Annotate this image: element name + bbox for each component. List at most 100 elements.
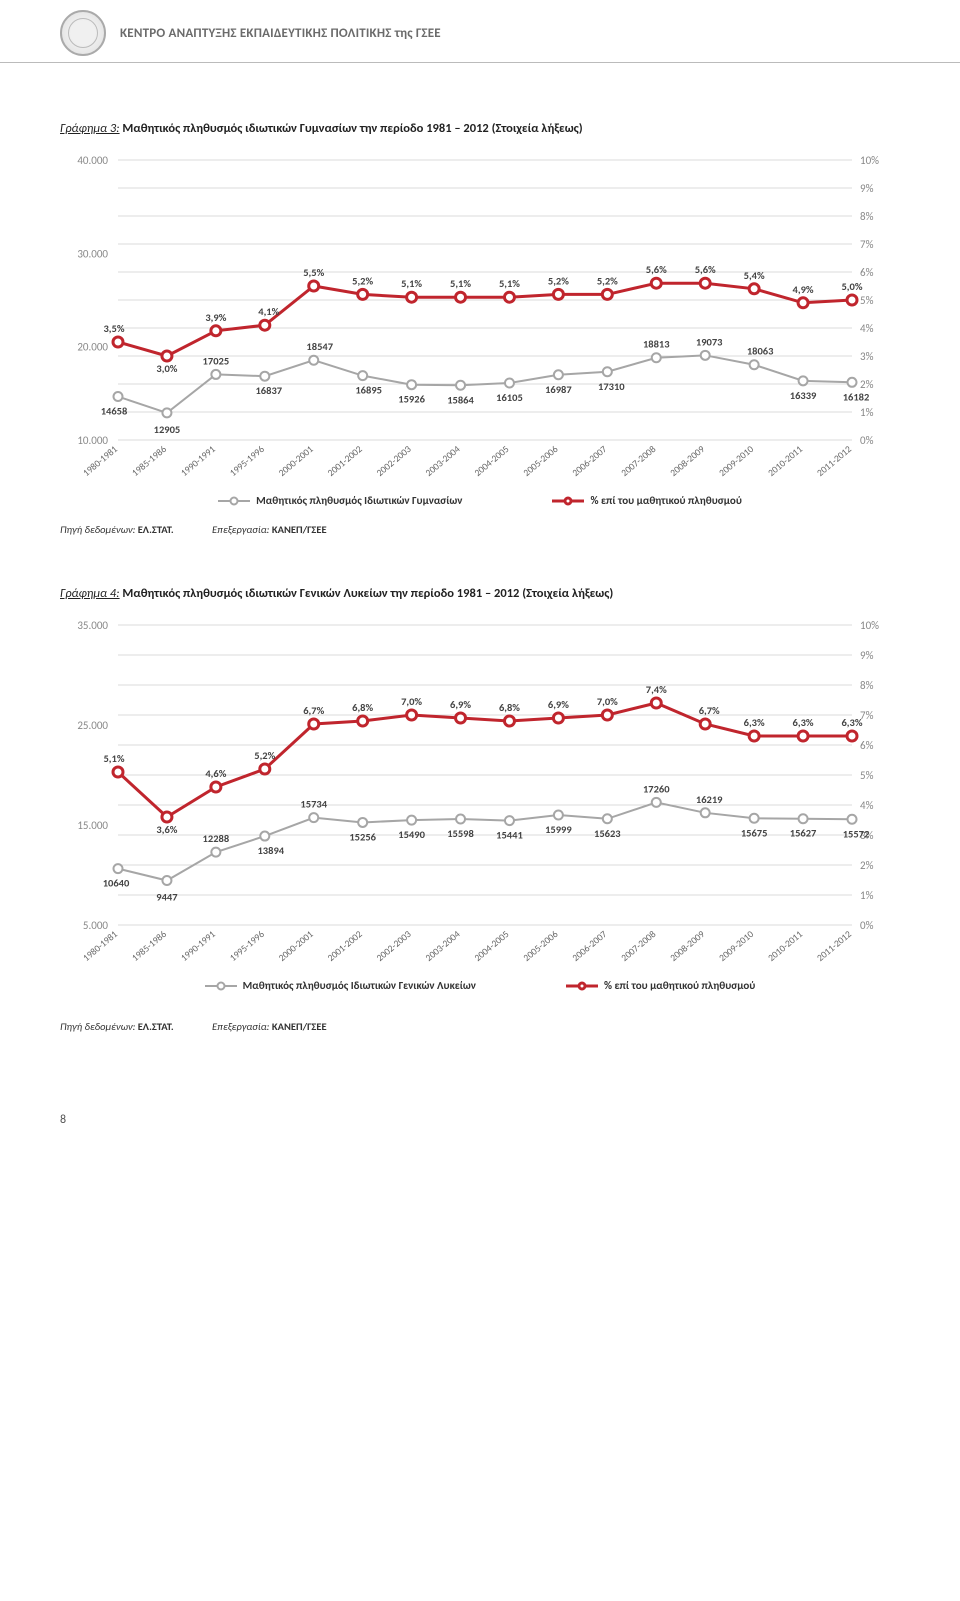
svg-text:2005-2006: 2005-2006 — [521, 928, 561, 964]
svg-text:2008-2009: 2008-2009 — [668, 928, 708, 964]
svg-text:6,9%: 6,9% — [450, 698, 471, 711]
svg-text:4,9%: 4,9% — [793, 283, 814, 296]
svg-text:10640: 10640 — [103, 877, 130, 890]
svg-text:2003-2004: 2003-2004 — [423, 443, 463, 479]
svg-text:15864: 15864 — [447, 393, 474, 406]
svg-text:2007-2008: 2007-2008 — [619, 443, 659, 479]
svg-text:15256: 15256 — [349, 830, 376, 843]
svg-text:6,9%: 6,9% — [548, 698, 569, 711]
svg-text:5%: 5% — [860, 769, 874, 782]
svg-text:2011-2012: 2011-2012 — [814, 443, 854, 479]
svg-text:2001-2002: 2001-2002 — [325, 443, 365, 479]
svg-text:6,8%: 6,8% — [352, 701, 373, 714]
page-number: 8 — [0, 1073, 960, 1147]
chart3-source-val-b: ΚΑΝΕΠ/ΓΣΕΕ — [272, 523, 327, 536]
chart4-caption-lead: Γράφημα 4: — [60, 586, 120, 601]
svg-text:15.000: 15.000 — [77, 819, 108, 832]
chart4-source-val-a: ΕΛ.ΣΤΑΤ. — [138, 1020, 174, 1033]
svg-text:15598: 15598 — [447, 827, 474, 840]
svg-text:30.000: 30.000 — [77, 247, 108, 260]
svg-text:17025: 17025 — [203, 354, 230, 367]
chart4-svg: 0%1%2%3%4%5%6%7%8%9%10%5.00015.00025.000… — [60, 615, 900, 975]
org-logo-icon — [60, 10, 106, 56]
svg-text:2006-2007: 2006-2007 — [570, 928, 610, 964]
chart3-caption-lead: Γράφημα 3: — [60, 121, 120, 136]
svg-text:17260: 17260 — [643, 782, 670, 795]
svg-text:5,2%: 5,2% — [254, 749, 275, 762]
svg-text:15627: 15627 — [790, 827, 817, 840]
svg-text:1980-1981: 1980-1981 — [80, 443, 120, 479]
chart4-container: 0%1%2%3%4%5%6%7%8%9%10%5.00015.00025.000… — [60, 615, 900, 992]
svg-text:0%: 0% — [860, 434, 874, 447]
svg-text:1%: 1% — [860, 406, 874, 419]
svg-text:15441: 15441 — [496, 829, 523, 842]
svg-text:9%: 9% — [860, 649, 874, 662]
chart4-legend: Μαθητικός πληθυσμός Ιδιωτικών Γενικών Λυ… — [60, 979, 900, 992]
svg-text:15999: 15999 — [545, 823, 572, 836]
svg-text:3,5%: 3,5% — [103, 322, 124, 335]
svg-text:18063: 18063 — [747, 345, 774, 358]
svg-text:5,6%: 5,6% — [646, 263, 667, 276]
svg-text:3,6%: 3,6% — [156, 823, 177, 836]
svg-text:5,5%: 5,5% — [303, 266, 324, 279]
svg-text:6,3%: 6,3% — [744, 716, 765, 729]
svg-text:8%: 8% — [860, 679, 874, 692]
svg-text:2000-2001: 2000-2001 — [276, 928, 316, 964]
svg-text:18813: 18813 — [643, 338, 670, 351]
chart3-caption-rest: Μαθητικός πληθυσμός ιδιωτικών Γυμνασίων … — [120, 121, 583, 136]
svg-text:7,4%: 7,4% — [646, 683, 667, 696]
svg-text:5,0%: 5,0% — [841, 280, 862, 293]
svg-text:2004-2005: 2004-2005 — [472, 928, 512, 964]
svg-text:5,6%: 5,6% — [695, 263, 716, 276]
chart4-legend-pct: % επί του μαθητικού πληθυσμού — [566, 979, 755, 992]
svg-text:2005-2006: 2005-2006 — [521, 443, 561, 479]
svg-text:2009-2010: 2009-2010 — [717, 443, 757, 479]
chart3-svg: 0%1%2%3%4%5%6%7%8%9%10%10.00020.00030.00… — [60, 150, 900, 490]
chart4-source-label-b: Επεξεργασία: — [212, 1020, 269, 1033]
svg-text:2003-2004: 2003-2004 — [423, 928, 463, 964]
svg-text:40.000: 40.000 — [77, 154, 108, 167]
svg-text:5.000: 5.000 — [83, 919, 109, 932]
svg-text:7,0%: 7,0% — [597, 695, 618, 708]
svg-text:16837: 16837 — [255, 384, 282, 397]
page-content: Γράφημα 3: Μαθητικός πληθυσμός ιδιωτικών… — [0, 63, 960, 1073]
svg-text:2%: 2% — [860, 859, 874, 872]
svg-text:6,3%: 6,3% — [793, 716, 814, 729]
svg-text:3,9%: 3,9% — [205, 311, 226, 324]
svg-text:5,1%: 5,1% — [103, 752, 124, 765]
chart4-legend-pct-label: % επί του μαθητικού πληθυσμού — [604, 979, 755, 992]
chart3-caption: Γράφημα 3: Μαθητικός πληθυσμός ιδιωτικών… — [60, 121, 900, 136]
chart4-source-label-a: Πηγή δεδομένων: — [60, 1020, 135, 1033]
svg-text:16105: 16105 — [496, 391, 523, 404]
svg-text:15734: 15734 — [300, 798, 327, 811]
chart3-legend-pct: % επί του μαθητικού πληθυσμού — [552, 494, 741, 507]
svg-text:5,1%: 5,1% — [499, 277, 520, 290]
svg-text:15572: 15572 — [843, 827, 870, 840]
svg-text:1990-1991: 1990-1991 — [178, 443, 218, 479]
svg-text:16987: 16987 — [545, 383, 572, 396]
svg-text:16895: 16895 — [355, 384, 382, 397]
svg-text:5,4%: 5,4% — [744, 269, 765, 282]
svg-text:1985-1986: 1985-1986 — [129, 928, 169, 964]
chart4-caption: Γράφημα 4: Μαθητικός πληθυσμός ιδιωτικών… — [60, 586, 900, 601]
svg-text:9%: 9% — [860, 182, 874, 195]
svg-text:2004-2005: 2004-2005 — [472, 443, 512, 479]
svg-text:13894: 13894 — [257, 844, 284, 857]
svg-text:2010-2011: 2010-2011 — [766, 443, 806, 479]
chart3-legend-pop: Μαθητικός πληθυσμός Ιδιωτικών Γυμνασίων — [218, 494, 462, 507]
svg-text:12905: 12905 — [154, 423, 181, 436]
chart4-caption-rest: Μαθητικός πληθυσμός ιδιωτικών Γενικών Λυ… — [120, 586, 614, 601]
svg-text:5,2%: 5,2% — [548, 274, 569, 287]
svg-text:10%: 10% — [860, 154, 879, 167]
chart4-source-val-b: ΚΑΝΕΠ/ΓΣΕΕ — [272, 1020, 327, 1033]
svg-text:1990-1991: 1990-1991 — [178, 928, 218, 964]
svg-text:2008-2009: 2008-2009 — [668, 443, 708, 479]
svg-text:2002-2003: 2002-2003 — [374, 443, 414, 479]
svg-text:5,2%: 5,2% — [597, 274, 618, 287]
page-header-title: ΚΕΝΤΡΟ ΑΝΑΠΤΥΞΗΣ ΕΚΠΑΙΔΕΥΤΙΚΗΣ ΠΟΛΙΤΙΚΗΣ… — [120, 26, 441, 41]
svg-text:2000-2001: 2000-2001 — [276, 443, 316, 479]
svg-text:6,3%: 6,3% — [841, 716, 862, 729]
chart3-legend: Μαθητικός πληθυσμός Ιδιωτικών Γυμνασίων … — [60, 494, 900, 507]
svg-text:10%: 10% — [860, 619, 879, 632]
svg-text:2006-2007: 2006-2007 — [570, 443, 610, 479]
